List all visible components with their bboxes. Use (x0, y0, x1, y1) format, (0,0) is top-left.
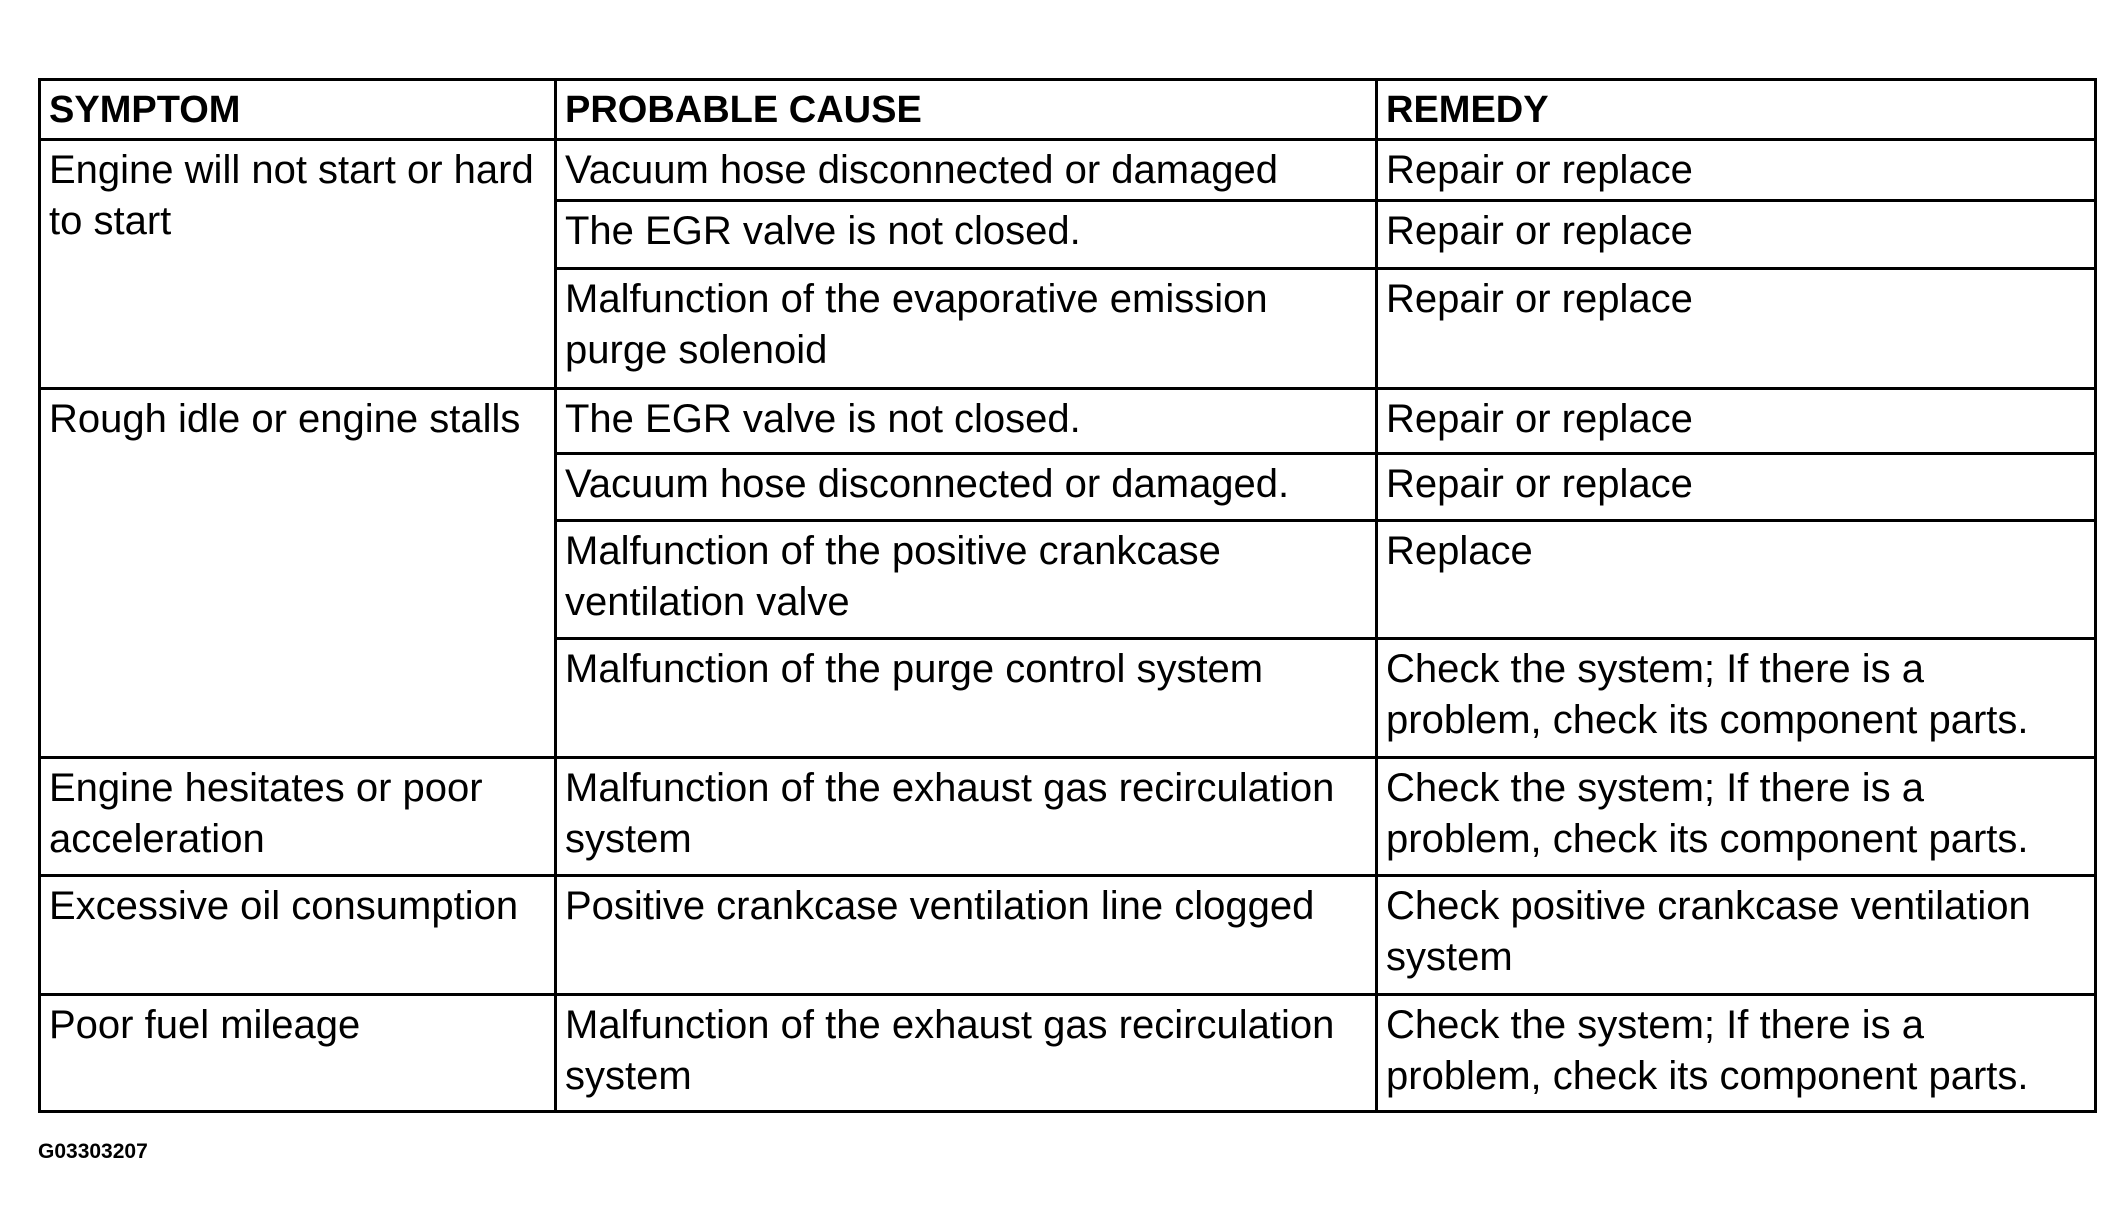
remedy-cell: Repair or replace (1375, 267, 2097, 390)
cause-cell: Vacuum hose disconnected or damaged (554, 138, 1378, 202)
table-row: Poor fuel mileage Malfunction of the exha… (38, 993, 2097, 1113)
cause-cell: Malfunction of the positive crankcase ve… (554, 519, 1378, 640)
cause-cell: Malfunction of the evaporative emission … (554, 267, 1378, 390)
remedy-cell: Check the system; If there is a problem,… (1375, 993, 2097, 1113)
table-row: Malfunction of the purge control system C… (40, 637, 2097, 759)
cause-cell: Malfunction of the exhaust gas recircula… (554, 756, 1378, 877)
remedy-cell: Check positive crankcase ventilation sys… (1375, 874, 2097, 996)
remedy-cell: Repair or replace (1375, 452, 2097, 522)
remedy-cell: Check the system; If there is a problem,… (1375, 756, 2097, 877)
symptom-cell: Excessive oil consumption (38, 874, 557, 996)
symptom-cell: Rough idle or engine stalls (38, 387, 557, 759)
cause-cell: Positive crankcase ventilation line clog… (554, 874, 1378, 996)
header-row: SYMPTOM PROBABLE CAUSE REMEDY (38, 78, 2097, 141)
remedy-cell: Repair or replace (1375, 138, 2097, 202)
table-row: Rough idle or engine stalls The EGR valve… (38, 387, 2097, 759)
cause-cell: Malfunction of the purge control system (554, 637, 1378, 759)
symptom-cell: Engine hesitates or poor acceleration (38, 756, 557, 877)
header-probable-cause: PROBABLE CAUSE (554, 78, 1378, 141)
cause-cell: The EGR valve is not closed. (554, 387, 1378, 455)
symptom-cell: Poor fuel mileage (38, 993, 557, 1113)
remedy-cell: Check the system; If there is a problem,… (1375, 637, 2097, 759)
cause-cell: Vacuum hose disconnected or damaged. (554, 452, 1378, 522)
header-symptom: SYMPTOM (38, 78, 557, 141)
table-row: Vacuum hose disconnected or damaged. Repa… (40, 452, 2097, 522)
remedy-cell: Replace (1375, 519, 2097, 640)
table-row: The EGR valve is not closed. Repair or re… (40, 199, 2097, 270)
remedy-cell: Repair or replace (1375, 199, 2097, 270)
header-remedy: REMEDY (1375, 78, 2097, 141)
cause-cell: The EGR valve is not closed. (554, 199, 1378, 270)
figure-code: G03303207 (38, 1140, 148, 1163)
table-row: Engine will not start or hard to start Va… (38, 138, 2097, 390)
cause-cell: Malfunction of the exhaust gas recircula… (554, 993, 1378, 1113)
table-row: Malfunction of the positive crankcase ve… (40, 519, 2097, 640)
symptom-cell: Engine will not start or hard to start (38, 138, 557, 390)
table-row: Malfunction of the evaporative emission … (40, 267, 2097, 390)
troubleshooting-table: SYMPTOM PROBABLE CAUSE REMEDY Engine wil… (38, 78, 2097, 1113)
table-row: Engine hesitates or poor acceleration Mal… (38, 756, 2097, 877)
remedy-cell: Repair or replace (1375, 387, 2097, 455)
table-row: Excessive oil consumption Positive crankc… (38, 874, 2097, 996)
